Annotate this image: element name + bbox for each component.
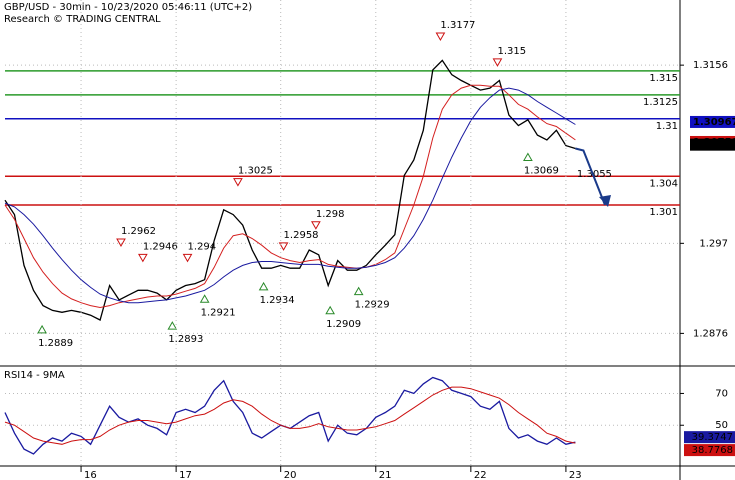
chart-title: GBP/USD - 30min - 10/23/2020 05:46:11 (U… bbox=[4, 2, 252, 13]
series-line bbox=[4, 84, 576, 309]
rsi-box-label: 38.7768 bbox=[692, 445, 733, 456]
high-label: 1.294 bbox=[188, 241, 217, 252]
series-line bbox=[4, 87, 576, 304]
rsi-title: RSI14 - 9MA bbox=[4, 370, 65, 381]
chart-subtitle: Research © TRADING CENTRAL bbox=[4, 14, 161, 25]
y-tick-label: 70 bbox=[715, 388, 728, 399]
x-tick-label: 22 bbox=[474, 470, 487, 480]
price-box-label: 1.30967 bbox=[693, 117, 735, 128]
high-label: 1.3177 bbox=[440, 20, 475, 31]
high-label: 1.315 bbox=[497, 46, 526, 57]
level-label: 1.304 bbox=[649, 178, 678, 189]
level-label: 1.301 bbox=[649, 207, 678, 218]
low-label: 1.2921 bbox=[201, 307, 236, 318]
high-label: 1.2958 bbox=[284, 230, 319, 241]
target-label: 1.3055 bbox=[577, 169, 612, 180]
low-label: 1.2893 bbox=[168, 334, 203, 345]
rsi-box bbox=[684, 444, 735, 457]
low-label: 1.2909 bbox=[326, 319, 361, 330]
low-label: 1.2934 bbox=[260, 295, 295, 306]
high-marker bbox=[311, 221, 321, 230]
arrow-head bbox=[599, 195, 611, 208]
series-line bbox=[4, 386, 576, 445]
high-marker bbox=[137, 253, 148, 263]
high-marker bbox=[278, 242, 289, 251]
y-tick-label: 1.297 bbox=[699, 238, 728, 249]
low-marker bbox=[258, 281, 269, 291]
high-marker bbox=[182, 253, 193, 263]
rsi-box bbox=[684, 431, 735, 444]
level-label: 1.31 bbox=[656, 121, 678, 132]
high-label: 1.298 bbox=[316, 209, 345, 220]
low-marker bbox=[353, 286, 364, 296]
price-box-label: 1.3073 bbox=[693, 140, 732, 151]
y-tick-label: 50 bbox=[715, 420, 728, 431]
low-label: 1.2889 bbox=[38, 338, 73, 349]
low-marker bbox=[37, 324, 47, 334]
low-marker bbox=[199, 294, 210, 303]
rsi-box-label: 39.3747 bbox=[692, 432, 733, 443]
x-tick-label: 21 bbox=[379, 470, 392, 480]
price-box bbox=[690, 115, 735, 128]
high-marker bbox=[492, 58, 503, 67]
price-box bbox=[690, 138, 735, 151]
x-tick-label: 16 bbox=[84, 470, 97, 480]
high-marker bbox=[233, 178, 243, 187]
low-label: 1.3069 bbox=[524, 165, 559, 176]
x-tick-label: 17 bbox=[179, 470, 192, 480]
high-label: 1.2962 bbox=[121, 226, 156, 237]
level-label: 1.315 bbox=[649, 73, 678, 84]
series-line bbox=[4, 59, 576, 321]
low-marker bbox=[325, 305, 336, 315]
low-label: 1.2929 bbox=[355, 300, 390, 311]
x-tick-label: 20 bbox=[284, 470, 297, 480]
y-tick-label: 1.2876 bbox=[693, 328, 728, 339]
low-marker bbox=[523, 152, 533, 161]
high-label: 1.3025 bbox=[238, 166, 273, 177]
high-label: 1.2946 bbox=[143, 241, 178, 252]
projection-arrow bbox=[575, 147, 606, 206]
x-tick-label: 23 bbox=[569, 470, 582, 480]
high-marker bbox=[116, 238, 126, 248]
high-marker bbox=[435, 32, 446, 42]
y-tick-label: 1.3156 bbox=[693, 60, 728, 71]
level-label: 1.3125 bbox=[643, 97, 678, 108]
low-marker bbox=[167, 321, 178, 330]
